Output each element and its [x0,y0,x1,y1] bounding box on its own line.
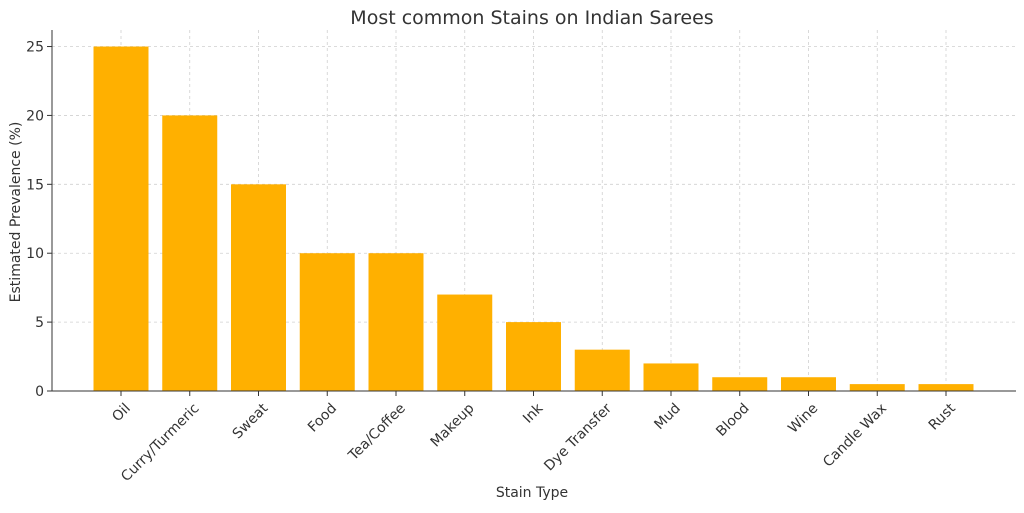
x-tick-label: Dye Transfer [541,400,615,474]
y-tick-label: 25 [26,40,44,56]
y-tick-label: 10 [26,246,44,262]
bar-oil [93,46,149,391]
y-tick-label: 20 [26,108,44,124]
x-tick-label: Wine [785,401,821,437]
x-tick-label: Food [305,401,340,436]
y-tick-label: 0 [35,384,44,400]
bar-curry-turmeric [162,115,218,391]
bar-sweat [231,184,286,391]
y-axis-label: Estimated Prevalence (%) [8,122,24,303]
x-tick-label: Candle Wax [820,401,890,471]
x-tick-label: Sweat [230,400,272,442]
bar-tea-coffee [368,253,424,391]
x-axis-label: Stain Type [496,485,568,501]
gridlines [52,30,1016,392]
bar-candle-wax [849,384,905,391]
bar-rust [918,384,974,391]
bar-mud [643,363,699,391]
bar-dye-transfer [574,349,630,391]
bar-wine [781,377,836,391]
x-tick-label: Oil [109,401,134,426]
y-tick-label: 5 [35,315,44,331]
x-tick-label: Mud [651,401,683,433]
bar-blood [712,377,768,391]
chart-title: Most common Stains on Indian Sarees [350,7,713,29]
bar-makeup [437,294,493,391]
x-tick-label: Ink [520,400,547,427]
bars [93,46,974,391]
bar-ink [506,322,561,391]
bar-food [299,253,355,391]
x-tick-label: Makeup [428,400,478,450]
x-tick-label: Tea/Coffee [345,401,409,465]
axes [47,30,1016,396]
x-tick-label: Blood [713,401,752,440]
y-tick-label: 15 [26,177,44,193]
y-tick-labels: 0 5 10 15 20 25 [26,40,44,400]
x-tick-label: Rust [926,400,959,433]
